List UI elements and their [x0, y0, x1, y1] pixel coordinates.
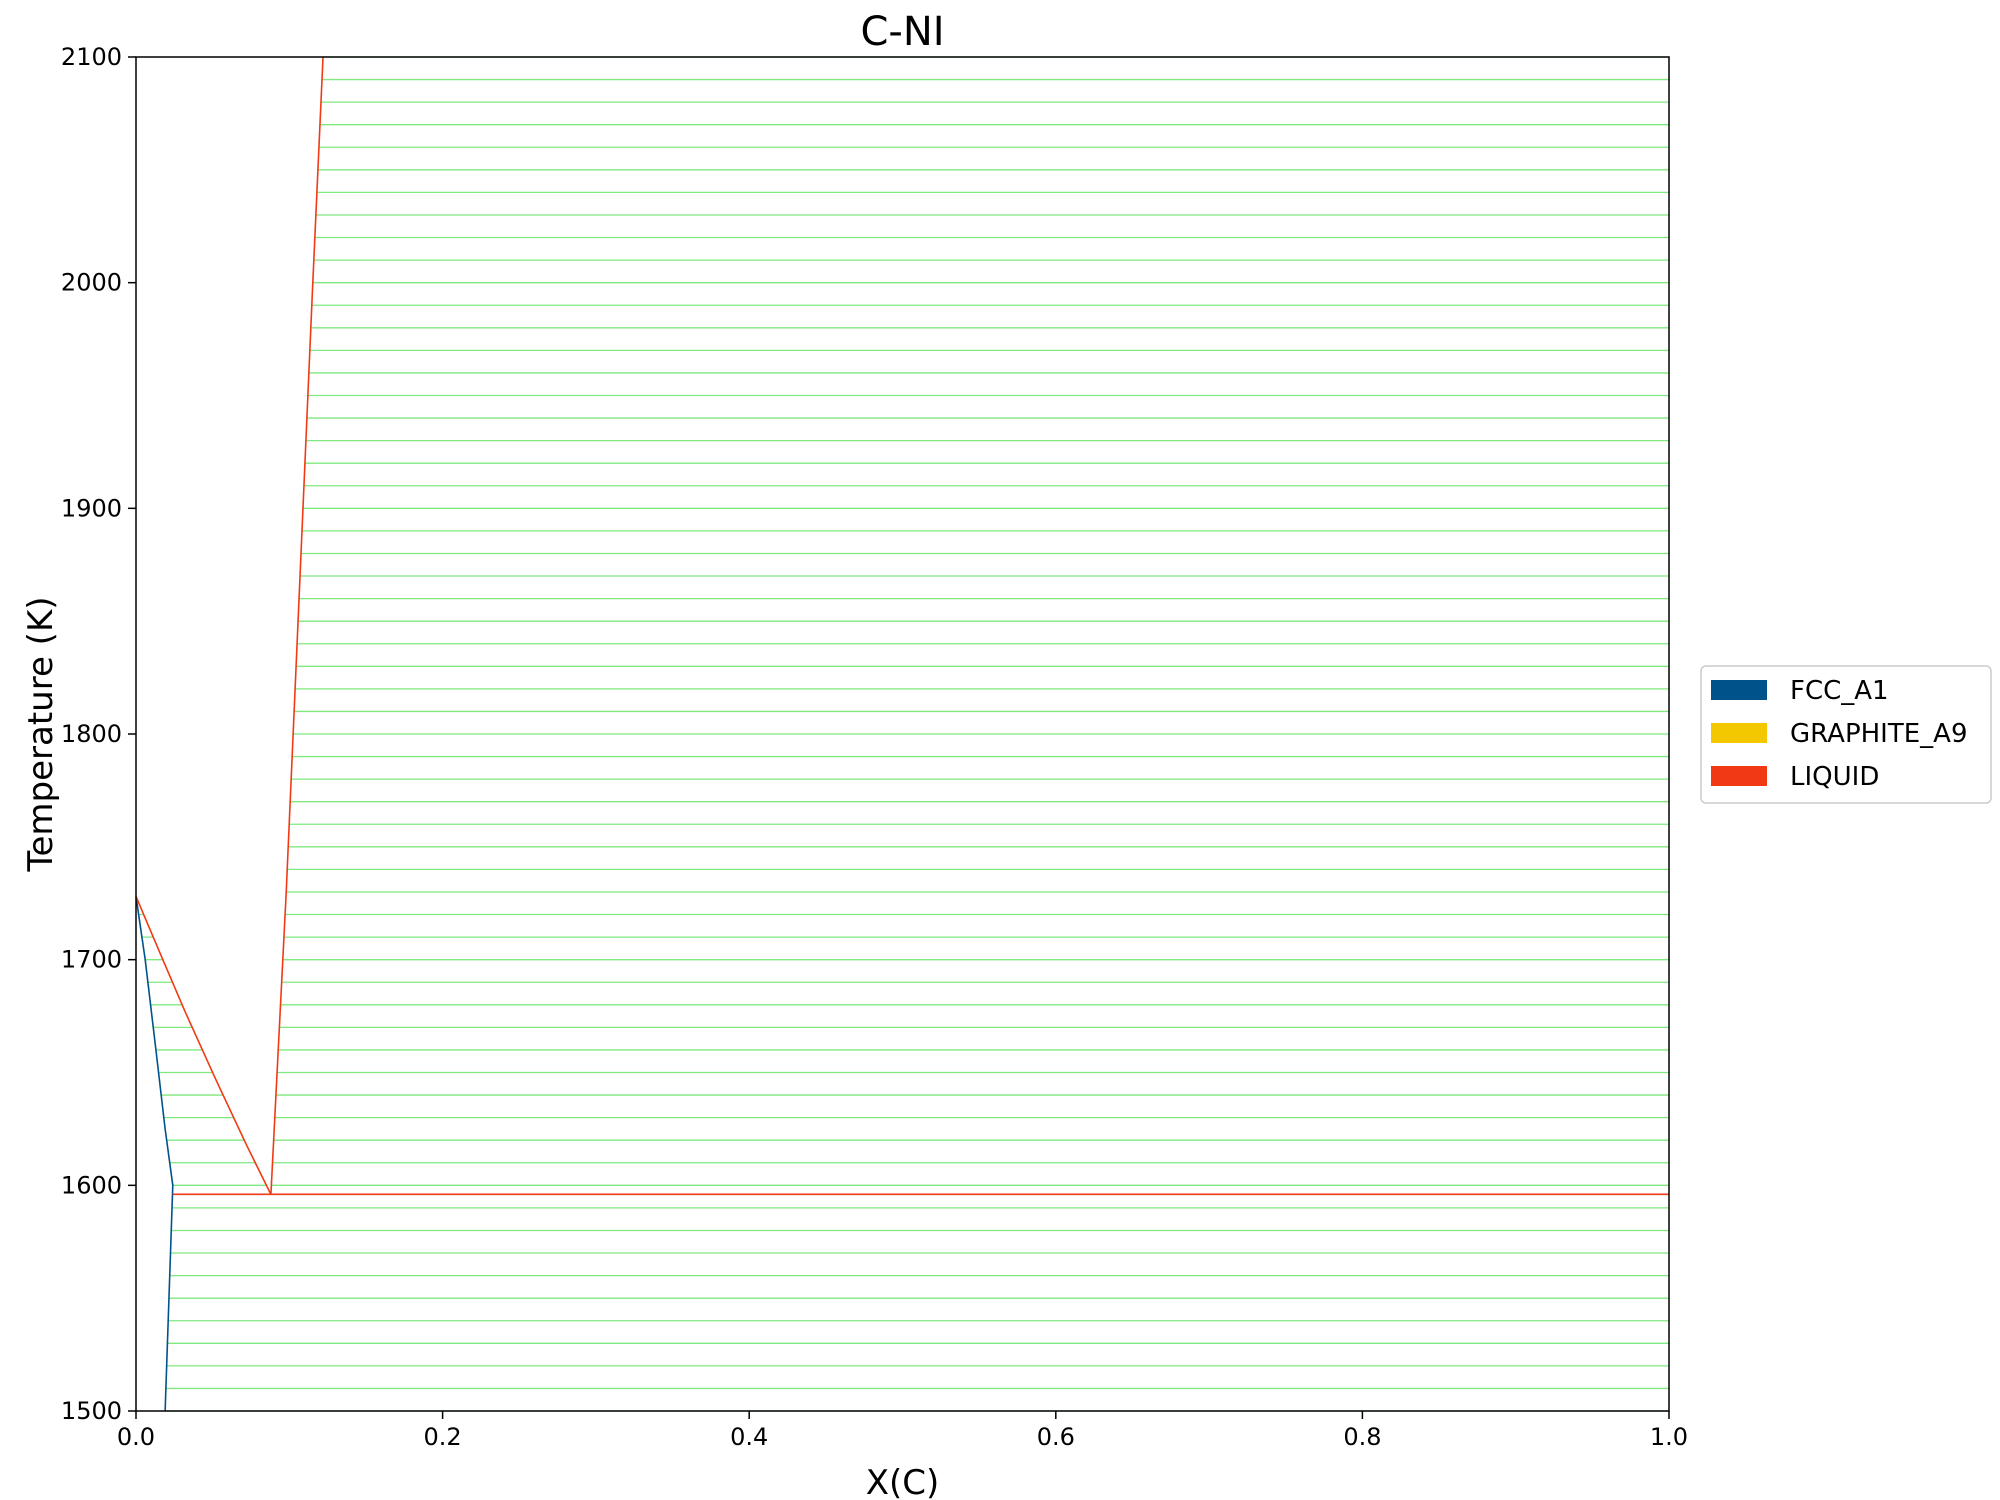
phase-line-liquid: [270, 56, 324, 1195]
x-tick-label: 0.2: [424, 1423, 462, 1451]
legend-label: FCC_A1: [1790, 676, 1889, 706]
legend-box: [1700, 665, 1992, 804]
y-tick-label: 2100: [61, 43, 122, 71]
y-tick-label: 1600: [61, 1171, 122, 1199]
x-axis-ticks: 0.0 0.2 0.4 0.6 0.8 1.0: [117, 1411, 1688, 1451]
legend-swatch: [1711, 723, 1767, 743]
legend-label: LIQUID: [1790, 762, 1879, 792]
y-tick-label: 1700: [61, 946, 122, 974]
y-axis-label: Temperature (K): [21, 596, 61, 872]
x-tick-label: 0.0: [117, 1423, 155, 1451]
y-tick-label: 1500: [61, 1397, 122, 1425]
x-axis-label: X(C): [866, 1463, 940, 1500]
x-tick-label: 0.6: [1037, 1423, 1075, 1451]
y-tick-label: 1900: [61, 494, 122, 522]
legend: FCC_A1 GRAPHITE_A9 LIQUID: [1700, 665, 1992, 804]
phase-line-fcc-a1: [135, 896, 174, 1412]
legend-swatch: [1711, 680, 1767, 700]
y-tick-label: 1800: [61, 720, 122, 748]
legend-label: GRAPHITE_A9: [1790, 719, 1967, 749]
x-tick-label: 0.4: [730, 1423, 768, 1451]
y-tick-label: 2000: [61, 269, 122, 297]
phase-boundary-lines: [135, 56, 1669, 1412]
y-axis-ticks: 1500 1600 1700 1800 1900 2000 2100: [61, 43, 136, 1425]
x-tick-label: 0.8: [1343, 1423, 1381, 1451]
x-tick-label: 1.0: [1650, 1423, 1688, 1451]
legend-swatch: [1711, 766, 1767, 786]
tie-lines: [138, 56, 1669, 1412]
phase-line-liquid: [135, 896, 272, 1195]
chart-title: C-NI: [860, 9, 944, 55]
